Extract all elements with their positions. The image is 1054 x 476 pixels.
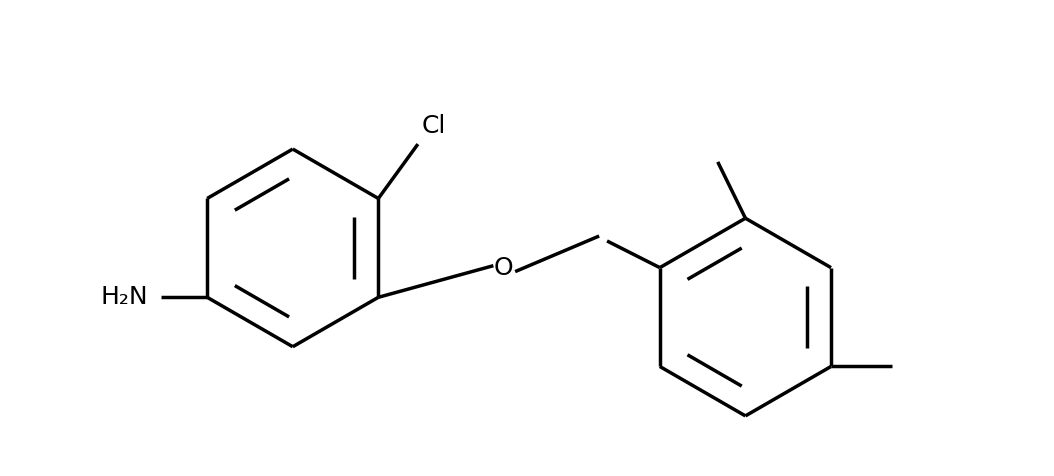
Text: Cl: Cl xyxy=(422,114,446,138)
Text: O: O xyxy=(493,256,513,279)
Text: H₂N: H₂N xyxy=(100,285,148,309)
